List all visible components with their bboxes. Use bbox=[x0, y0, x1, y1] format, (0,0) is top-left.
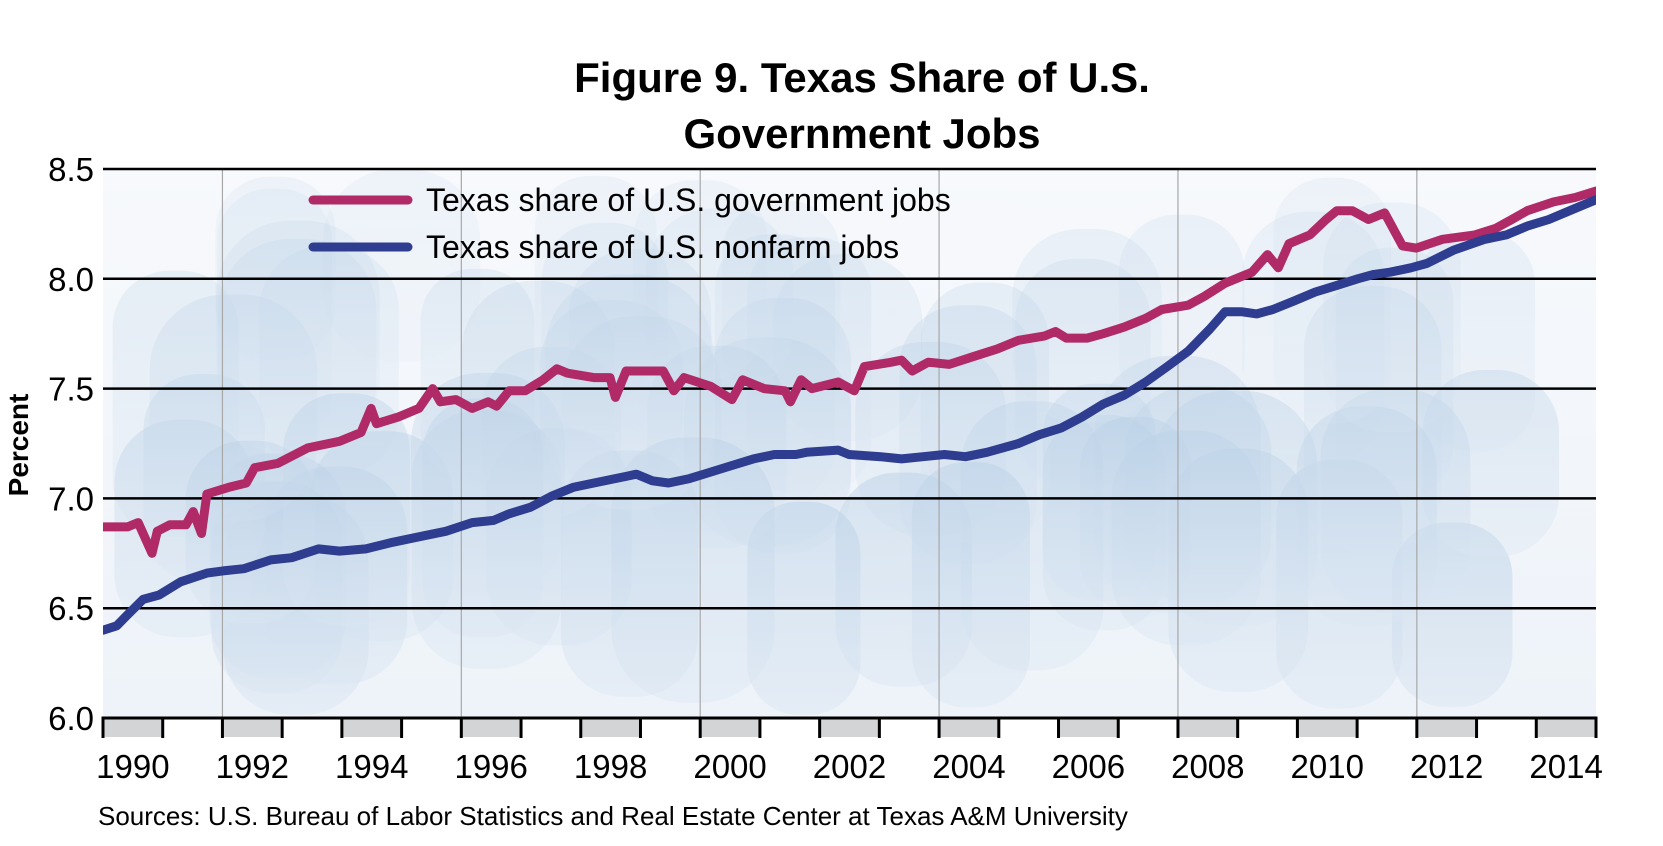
year-band bbox=[1416, 718, 1477, 737]
year-band bbox=[700, 718, 760, 737]
x-tick-label: 1992 bbox=[216, 748, 289, 785]
year-band bbox=[1177, 718, 1238, 737]
series-line-government bbox=[103, 186, 1596, 558]
background-silhouettes bbox=[112, 169, 1559, 715]
x-tick-label: 2008 bbox=[1171, 748, 1244, 785]
legend-label-nonfarm: Texas share of U.S. nonfarm jobs bbox=[426, 229, 899, 265]
y-tick-label: 7.5 bbox=[48, 371, 94, 408]
x-tick-label: 2006 bbox=[1052, 748, 1125, 785]
y-tick-label: 8.5 bbox=[48, 151, 94, 188]
y-tick-label: 6.0 bbox=[48, 700, 94, 737]
x-tick-label: 1998 bbox=[574, 748, 647, 785]
year-band bbox=[939, 718, 999, 737]
year-band bbox=[341, 718, 402, 737]
x-tick-label: 1994 bbox=[335, 748, 408, 785]
year-band bbox=[1058, 718, 1119, 737]
vertical-gridlines bbox=[221, 169, 1418, 718]
x-tick-label: 2014 bbox=[1529, 748, 1602, 785]
year-band bbox=[461, 718, 522, 737]
x-tick-label: 2012 bbox=[1410, 748, 1483, 785]
silhouette bbox=[410, 372, 565, 598]
year-band bbox=[819, 718, 880, 737]
x-axis: 1990 1992 1994 1996 1998 2000 2002 2004 2006 2008… bbox=[96, 716, 1603, 785]
year-band bbox=[1297, 718, 1358, 737]
silhouette bbox=[545, 274, 713, 510]
silhouette bbox=[1422, 370, 1559, 557]
x-tick-label: 2010 bbox=[1291, 748, 1364, 785]
x-tick-label: 1990 bbox=[96, 748, 169, 785]
y-tick-label: 7.0 bbox=[48, 480, 94, 517]
legend: Texas share of U.S. government jobs Texa… bbox=[308, 182, 951, 265]
y-tick-label: 8.0 bbox=[48, 261, 94, 298]
chart-title-line-2: Government Jobs bbox=[683, 110, 1040, 157]
silhouette bbox=[1152, 390, 1318, 627]
x-tick-label: 2004 bbox=[932, 748, 1005, 785]
silhouette bbox=[1012, 228, 1162, 423]
x-tick-label: 2000 bbox=[693, 748, 766, 785]
silhouette bbox=[283, 393, 410, 626]
year-band bbox=[1536, 718, 1596, 737]
source-note: Sources: U.S. Bureau of Labor Statistics… bbox=[98, 801, 1128, 831]
y-tick-label: 6.5 bbox=[48, 590, 94, 627]
y-axis-label: Percent bbox=[3, 394, 34, 497]
silhouette bbox=[1296, 406, 1437, 627]
legend-label-government: Texas share of U.S. government jobs bbox=[426, 182, 951, 218]
silhouette bbox=[911, 462, 1030, 708]
x-tick-label: 1996 bbox=[454, 748, 527, 785]
series-line-nonfarm bbox=[103, 195, 1596, 635]
year-band bbox=[103, 718, 163, 737]
chart-title-line-1: Figure 9. Texas Share of U.S. bbox=[574, 54, 1150, 101]
year-band bbox=[580, 718, 641, 737]
year-band bbox=[222, 718, 283, 737]
x-tick-label: 2002 bbox=[813, 748, 886, 785]
y-tick-labels: 6.0 6.5 7.0 7.5 8.0 8.5 bbox=[48, 151, 94, 737]
series-lines bbox=[103, 186, 1596, 635]
